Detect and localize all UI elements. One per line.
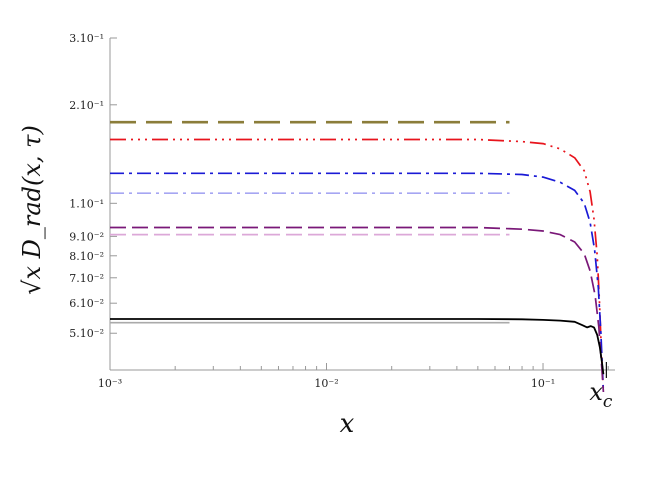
y-axis-title: √x D_rad(x, τ) bbox=[18, 125, 46, 295]
y-tick-label: 6.10⁻² bbox=[69, 297, 104, 310]
series-line-3 bbox=[110, 172, 605, 393]
series-group bbox=[110, 120, 605, 393]
x-tick-label: 10⁻² bbox=[314, 377, 338, 390]
xc-label-subscript: c bbox=[603, 392, 613, 412]
y-tick-label: 9.10⁻² bbox=[69, 230, 104, 243]
axes bbox=[109, 38, 615, 371]
y-tick-label: 7.10⁻² bbox=[69, 272, 104, 285]
xc-label: xc bbox=[589, 378, 613, 412]
series-line-2 bbox=[110, 138, 605, 393]
y-tick-label: 3.10⁻¹ bbox=[69, 32, 104, 45]
y-tick-label: 5.10⁻² bbox=[69, 327, 104, 340]
minor-ticks bbox=[174, 366, 609, 370]
y-tick-label: 1.10⁻¹ bbox=[69, 197, 104, 210]
y-tick-label: 8.10⁻² bbox=[69, 250, 104, 263]
xc-annotation: xc bbox=[589, 362, 613, 412]
y-ticks: 3.10⁻¹ 2.10⁻¹ 1.10⁻¹ 9.10⁻² 8.10⁻² 7.10⁻² 6.10… bbox=[69, 32, 117, 340]
x-tick-label: 10⁻¹ bbox=[531, 377, 555, 390]
y-tick-label: 2.10⁻¹ bbox=[69, 99, 104, 112]
x-tick-label: 10⁻³ bbox=[98, 377, 122, 390]
xc-label-main: x bbox=[589, 378, 603, 406]
x-axis-title: x bbox=[340, 409, 355, 439]
x-ticks: 10⁻³ 10⁻² 10⁻¹ bbox=[98, 363, 555, 390]
series-line-7 bbox=[110, 318, 605, 375]
series-line-5 bbox=[110, 226, 605, 393]
